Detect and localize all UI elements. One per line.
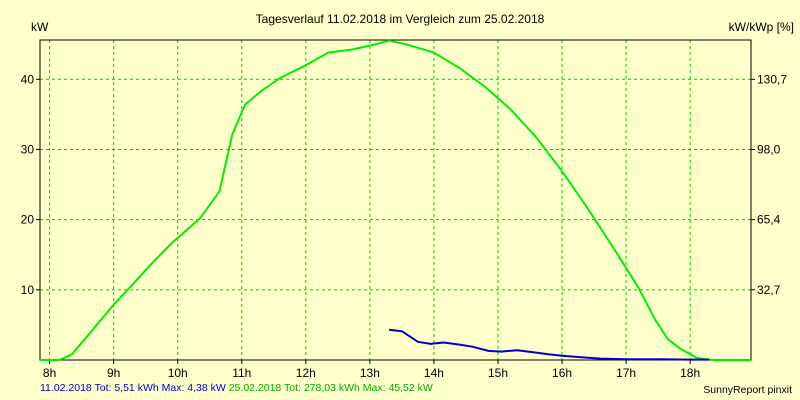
chart-title: Tagesverlauf 11.02.2018 im Vergleich zum…: [256, 12, 545, 26]
plot-frame: [39, 39, 752, 361]
y-tick-label-left: 40: [21, 72, 35, 86]
axis-ticks: 8h 9h 10h 11h 12h 13h 14h 15h 16h 17h 18h 10 32,7 20 6…: [21, 72, 788, 380]
y-axis-label-right: kW/kWp [%]: [729, 20, 794, 34]
x-tick-label: 8h: [43, 366, 56, 380]
x-tick-label: 17h: [616, 366, 636, 380]
x-tick-label: 15h: [488, 366, 508, 380]
x-tick-label: 14h: [424, 366, 444, 380]
footer-summary: 11.02.2018 Tot: 5,51 kWh Max: 4,38 kW 25…: [40, 382, 433, 394]
series-line-11-02-2018: [388, 328, 710, 361]
y-tick-label-right: 65,4: [757, 213, 781, 227]
y-tick-label-right: 130,7: [757, 72, 787, 86]
y-tick-label-left: 20: [21, 213, 35, 227]
series-line-25-02-2018: [40, 39, 751, 361]
y-tick-label-left: 30: [21, 142, 35, 156]
y-tick-label-left: 10: [21, 283, 35, 297]
x-tick-label: 11h: [232, 366, 251, 380]
y-tick-label-right: 32,7: [757, 283, 781, 297]
x-tick-label: 16h: [552, 366, 572, 380]
x-tick-label: 18h: [680, 366, 700, 380]
x-tick-label: 12h: [296, 366, 316, 380]
series-layer: [40, 39, 751, 361]
footer-green-summary: 25.02.2018 Tot: 278,03 kWh Max: 45,52 kW: [228, 382, 433, 394]
x-tick-label: 9h: [107, 366, 120, 380]
footer-blue-summary: 11.02.2018 Tot: 5,51 kWh Max: 4,38 kW: [40, 382, 226, 394]
x-tick-label: 10h: [168, 366, 188, 380]
y-axis-label-left: kW: [31, 20, 49, 34]
footer-brand: SunnyReport pinxit: [703, 384, 792, 396]
grid: [40, 40, 751, 360]
y-tick-label-right: 98,0: [757, 142, 781, 156]
x-tick-label: 13h: [360, 366, 380, 380]
